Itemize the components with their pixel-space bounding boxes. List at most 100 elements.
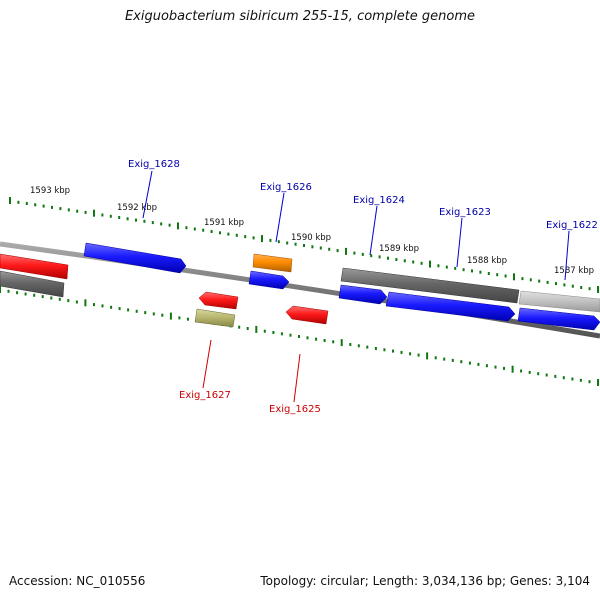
gene-arrow-exig-1623[interactable] — [385, 291, 516, 322]
genome-title: Exiguobacterium sibiricum 255-15, comple… — [124, 9, 476, 24]
minor-tick — [193, 227, 196, 231]
minor-tick — [434, 356, 437, 360]
minor-tick — [521, 277, 524, 281]
minor-tick — [387, 256, 389, 260]
gene-block-exig-1627[interactable] — [194, 308, 236, 328]
minor-tick — [579, 378, 582, 382]
major-tick — [169, 312, 172, 320]
minor-tick — [417, 353, 420, 357]
minor-tick — [294, 242, 297, 246]
minor-tick — [383, 348, 386, 352]
gene-label-exig-1623[interactable]: Exig_1623 — [439, 207, 491, 218]
gene-arrow-forward[interactable] — [248, 270, 290, 290]
minor-tick — [545, 373, 548, 377]
major-tick — [426, 352, 429, 360]
major-tick — [261, 235, 263, 243]
minor-tick — [246, 327, 249, 330]
gene-label-exig-1622[interactable]: Exig_1622 — [546, 220, 598, 231]
minor-tick — [252, 236, 255, 240]
minor-tick — [504, 274, 507, 278]
minor-tick — [101, 213, 104, 217]
minor-tick — [202, 228, 205, 232]
minor-tick — [144, 311, 147, 315]
minor-tick — [34, 203, 37, 207]
gene-block-exig-1626[interactable] — [252, 253, 293, 273]
minor-tick — [51, 205, 53, 209]
minor-tick — [487, 272, 490, 275]
minor-tick — [571, 377, 574, 381]
minor-tick — [67, 299, 70, 303]
gene-block-exig-1624[interactable] — [340, 267, 520, 304]
gene-arrow-reverse[interactable] — [198, 291, 239, 310]
minor-tick — [374, 347, 377, 350]
minor-tick — [110, 305, 113, 309]
minor-tick — [378, 255, 381, 259]
leader-line — [564, 230, 570, 281]
scale-label: 1587 kbp — [554, 266, 594, 276]
minor-tick — [315, 337, 318, 341]
major-tick — [84, 299, 87, 307]
minor-tick — [160, 222, 163, 226]
accession-label: Accession: NC_010556 — [9, 574, 146, 588]
minor-tick — [529, 278, 532, 282]
gene-label-exig-1628[interactable]: Exig_1628 — [128, 159, 180, 170]
minor-tick — [437, 264, 440, 268]
minor-tick — [118, 216, 121, 219]
minor-tick — [328, 247, 331, 251]
minor-tick — [42, 204, 45, 208]
major-tick — [345, 247, 347, 255]
minor-tick — [554, 374, 557, 378]
minor-tick — [395, 258, 398, 261]
minor-tick — [152, 312, 155, 316]
minor-tick — [178, 316, 181, 320]
gene-label-exig-1627[interactable]: Exig_1627 — [179, 390, 231, 401]
minor-tick — [24, 292, 27, 296]
minor-tick — [420, 261, 423, 265]
minor-tick — [50, 296, 53, 300]
minor-tick — [280, 332, 283, 336]
gene-label-exig-1625[interactable]: Exig_1625 — [269, 404, 321, 415]
gene-arrow-forward[interactable] — [517, 307, 600, 331]
major-tick — [597, 379, 599, 386]
gene-block-exig-1622[interactable] — [518, 290, 600, 313]
minor-tick — [7, 289, 10, 293]
gene-arrow-exig-1625[interactable] — [285, 305, 329, 325]
minor-tick — [185, 226, 188, 230]
minor-tick — [101, 304, 104, 308]
leader-line — [293, 353, 301, 403]
scale-label: 1590 kbp — [291, 233, 331, 243]
minor-tick — [303, 244, 305, 247]
leader-line — [275, 192, 285, 243]
minor-tick — [235, 233, 238, 237]
gene-arrow-exig-1628[interactable] — [83, 242, 187, 274]
minor-tick — [168, 223, 171, 227]
minor-tick — [588, 380, 591, 384]
minor-tick — [151, 221, 154, 225]
minor-tick — [485, 364, 488, 368]
minor-tick — [454, 266, 457, 270]
gene-label-exig-1624[interactable]: Exig_1624 — [353, 195, 405, 206]
minor-tick — [135, 218, 137, 222]
minor-tick — [306, 336, 309, 340]
minor-tick — [571, 284, 574, 288]
gene-arrow-forward[interactable] — [338, 284, 388, 305]
minor-tick — [311, 245, 314, 249]
minor-tick — [370, 254, 373, 258]
minor-tick — [58, 297, 61, 301]
minor-tick — [59, 207, 62, 211]
minor-tick — [319, 246, 322, 250]
minor-tick — [93, 303, 95, 307]
gene-arrow-reverse[interactable] — [0, 253, 69, 280]
minor-tick — [460, 360, 463, 364]
minor-tick — [494, 365, 497, 369]
minor-tick — [528, 370, 531, 374]
minor-tick — [277, 240, 280, 244]
gene-block-gray[interactable] — [0, 270, 65, 298]
minor-tick — [127, 308, 130, 312]
minor-tick — [445, 265, 448, 269]
gene-label-exig-1626[interactable]: Exig_1626 — [260, 182, 312, 193]
minor-tick — [443, 357, 446, 361]
scale-label: 1592 kbp — [117, 203, 157, 213]
minor-tick — [263, 329, 266, 333]
